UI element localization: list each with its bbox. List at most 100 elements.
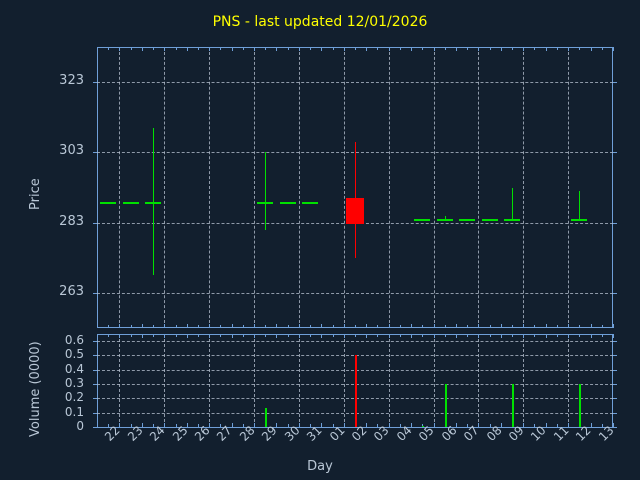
x-tick xyxy=(232,423,233,427)
x-minor-tick xyxy=(490,424,491,427)
price-tick xyxy=(93,152,97,153)
x-minor-tick xyxy=(557,334,558,337)
candle-open-tick xyxy=(100,201,108,204)
price-tick xyxy=(93,82,97,83)
volume-bar xyxy=(512,384,514,427)
x-minor-tick xyxy=(108,325,109,328)
x-tick xyxy=(142,47,143,51)
candle-open-tick xyxy=(145,201,153,204)
x-minor-tick xyxy=(220,424,221,427)
price-axis-label: 323 xyxy=(59,73,84,89)
x-minor-tick xyxy=(333,325,334,328)
x-minor-tick xyxy=(153,325,154,328)
x-tick xyxy=(434,423,435,427)
volume-axis-label: 0.6 xyxy=(64,333,84,348)
x-minor-tick xyxy=(467,424,468,427)
x-minor-tick xyxy=(288,424,289,427)
x-tick xyxy=(456,334,457,338)
volume-bar xyxy=(355,355,357,427)
volume-tick xyxy=(93,384,97,385)
x-tick xyxy=(142,423,143,427)
price-gridline xyxy=(97,293,613,294)
x-tick xyxy=(501,324,502,328)
x-tick xyxy=(187,47,188,51)
x-tick xyxy=(591,324,592,328)
x-minor-tick xyxy=(579,325,580,328)
x-minor-tick xyxy=(490,47,491,50)
day-gridline xyxy=(254,334,255,427)
x-tick xyxy=(523,334,524,338)
x-tick xyxy=(344,334,345,338)
x-tick xyxy=(321,334,322,338)
x-tick xyxy=(276,324,277,328)
x-tick xyxy=(434,324,435,328)
day-gridline xyxy=(209,334,210,427)
x-axis-title: Day xyxy=(307,459,333,474)
x-minor-tick xyxy=(243,325,244,328)
x-minor-tick xyxy=(557,424,558,427)
candle-wick xyxy=(445,215,446,220)
day-gridline xyxy=(344,334,345,427)
x-minor-tick xyxy=(534,424,535,427)
candle-open-tick xyxy=(437,219,445,222)
x-tick xyxy=(568,47,569,51)
price-gridline xyxy=(97,82,613,83)
x-tick xyxy=(478,47,479,51)
candle-open-tick xyxy=(482,219,490,222)
x-minor-tick xyxy=(490,334,491,337)
x-tick xyxy=(501,334,502,338)
x-tick xyxy=(209,334,210,338)
x-tick xyxy=(97,334,98,338)
x-minor-tick xyxy=(108,424,109,427)
price-tick xyxy=(613,223,617,224)
x-minor-tick xyxy=(355,325,356,328)
x-tick xyxy=(389,334,390,338)
x-tick xyxy=(366,423,367,427)
day-gridline xyxy=(254,47,255,328)
x-minor-tick xyxy=(153,47,154,50)
volume-tick xyxy=(93,341,97,342)
price-tick xyxy=(613,152,617,153)
candle-close-tick xyxy=(131,201,139,204)
x-minor-tick xyxy=(355,334,356,337)
volume-axis-label: 0.1 xyxy=(64,404,84,419)
x-minor-tick xyxy=(467,325,468,328)
x-tick xyxy=(164,334,165,338)
x-minor-tick xyxy=(512,325,513,328)
x-tick xyxy=(389,324,390,328)
day-gridline xyxy=(478,47,479,328)
x-minor-tick xyxy=(333,47,334,50)
x-tick xyxy=(434,334,435,338)
x-tick xyxy=(568,324,569,328)
x-tick xyxy=(546,334,547,338)
x-minor-tick xyxy=(377,334,378,337)
price-axis-label: 263 xyxy=(59,283,84,299)
x-minor-tick xyxy=(400,424,401,427)
x-minor-tick xyxy=(422,334,423,337)
x-tick xyxy=(119,324,120,328)
volume-tick xyxy=(613,427,617,428)
x-minor-tick xyxy=(377,325,378,328)
day-gridline xyxy=(389,47,390,328)
candle-close-tick xyxy=(445,219,453,222)
price-axis-label: 303 xyxy=(59,143,84,159)
x-minor-tick xyxy=(445,47,446,50)
x-tick xyxy=(568,423,569,427)
x-tick xyxy=(366,47,367,51)
x-tick xyxy=(501,423,502,427)
volume-tick xyxy=(93,355,97,356)
x-minor-tick xyxy=(108,47,109,50)
x-minor-tick xyxy=(108,334,109,337)
day-gridline xyxy=(119,47,120,328)
x-tick xyxy=(344,47,345,51)
volume-axis-label: 0.5 xyxy=(64,347,84,362)
x-minor-tick xyxy=(153,424,154,427)
x-minor-tick xyxy=(265,47,266,50)
x-minor-tick xyxy=(131,325,132,328)
x-tick xyxy=(546,47,547,51)
x-tick xyxy=(119,423,120,427)
x-minor-tick xyxy=(288,334,289,337)
x-minor-tick xyxy=(220,334,221,337)
x-tick xyxy=(546,423,547,427)
